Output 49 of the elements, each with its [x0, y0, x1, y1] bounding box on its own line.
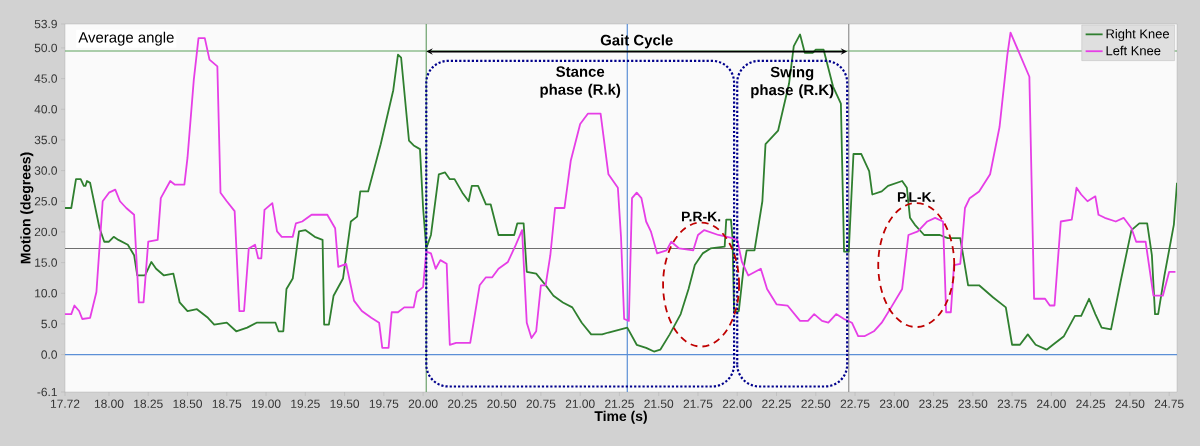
annotation: P.R-K.	[681, 211, 721, 222]
x-tick-label: 23.00	[879, 399, 909, 408]
y-tick-label: 40.0	[34, 105, 58, 114]
x-tick-label: 20.50	[487, 399, 517, 408]
x-tick-label: 18.75	[212, 399, 242, 408]
y-tick-label: 20.0	[34, 227, 58, 237]
annotation: Average angle	[78, 31, 174, 46]
y-tick-label: -6.1	[37, 387, 57, 397]
x-tick-label: 19.75	[369, 399, 399, 408]
x-tick-label: 24.00	[1037, 399, 1066, 408]
x-tick-label: 20.00	[408, 399, 438, 408]
x-tick-label: 18.00	[94, 399, 124, 408]
x-tick-label: 22.75	[840, 399, 870, 408]
x-tick-label: 18.25	[134, 399, 163, 408]
x-tick-label: 24.25	[1076, 399, 1106, 408]
y-tick-label: 15.0	[35, 258, 58, 267]
y-tick-label: 25.0	[34, 197, 58, 206]
x-tick-label: 23.50	[958, 399, 988, 408]
y-tick-label: 5.0	[41, 319, 58, 329]
x-tick-label: 21.50	[644, 399, 674, 408]
legend-label: Left Knee	[1106, 45, 1161, 56]
x-tick-label: 19.50	[330, 399, 360, 408]
x-tick-label: 20.25	[448, 399, 477, 408]
y-tick-label: 10.0	[35, 289, 58, 298]
y-tick-label: 45.0	[34, 74, 58, 83]
x-tick-label: 24.75	[1154, 399, 1184, 408]
x-tick-label: 22.00	[722, 399, 752, 408]
y-tick-label: 53.9	[34, 19, 57, 29]
x-tick-label: 22.25	[762, 399, 791, 408]
x-tick-label: 21.00	[565, 399, 595, 408]
x-tick-label: 17.72	[50, 399, 80, 408]
y-tick-label: 35.0	[34, 135, 58, 145]
y-tick-label: 50.0	[34, 43, 58, 53]
x-tick-label: 19.00	[251, 399, 281, 408]
x-tick-label: 22.50	[801, 399, 831, 408]
y-tick-label: 0.0	[41, 350, 58, 359]
x-tick-label: 23.75	[997, 399, 1027, 408]
x-axis-title: Time (s)	[594, 410, 647, 424]
x-tick-label: 21.75	[683, 399, 713, 408]
x-tick-label: 21.25	[605, 399, 634, 408]
y-tick-label: 30.0	[34, 166, 58, 175]
legend-label: Right Knee	[1106, 28, 1170, 41]
x-tick-label: 18.50	[173, 399, 202, 408]
x-tick-label: 19.25	[291, 399, 320, 408]
x-tick-label: 23.25	[919, 399, 949, 408]
y-axis-title: Motion (degrees)	[20, 152, 34, 264]
x-tick-label: 24.50	[1115, 399, 1145, 408]
x-tick-label: 20.75	[526, 399, 556, 408]
annotation: Stance phase (R.k)	[540, 66, 621, 98]
